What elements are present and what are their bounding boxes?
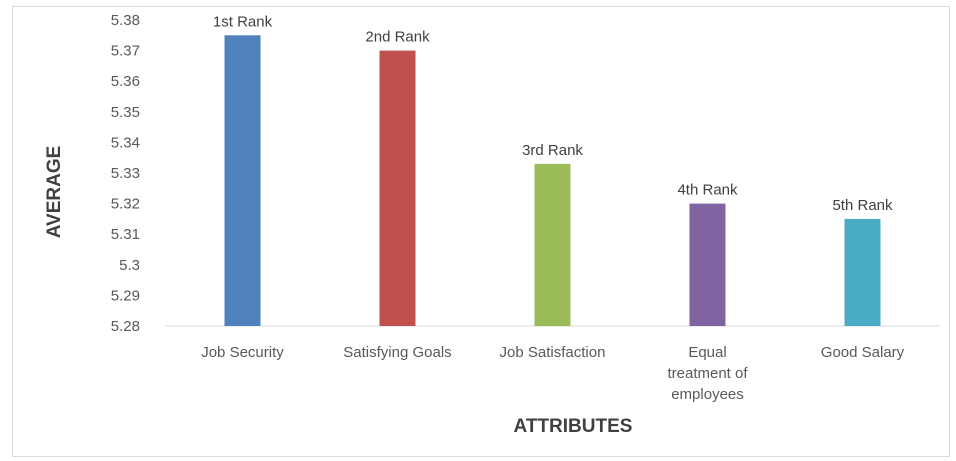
bar <box>379 50 416 326</box>
data-labels: 1st Rank 2nd Rank 3rd Rank 4th Rank 5th Rank <box>213 13 893 214</box>
x-tick-label: Equal <box>688 344 726 361</box>
data-label: 1st Rank <box>213 13 273 30</box>
y-tick-label: 5.36 <box>111 73 140 90</box>
x-tick-label: Satisfying Goals <box>343 344 451 361</box>
y-tick-label: 5.32 <box>111 196 140 213</box>
x-tick-label: treatment of <box>667 365 748 382</box>
data-label: 5th Rank <box>832 197 893 214</box>
data-label: 4th Rank <box>677 182 738 199</box>
bar <box>689 203 726 326</box>
x-tick-label: Job Satisfaction <box>500 344 606 361</box>
y-tick-label: 5.37 <box>111 43 140 60</box>
y-tick-label: 5.38 <box>111 12 140 29</box>
x-axis-categories: Job Security Satisfying Goals Job Satisfac… <box>201 344 904 403</box>
bar <box>534 163 571 326</box>
y-tick-label: 5.31 <box>111 226 140 243</box>
data-label: 3rd Rank <box>522 142 583 159</box>
y-tick-label: 5.29 <box>111 287 140 304</box>
y-tick-label: 5.28 <box>111 318 140 335</box>
chart-frame <box>12 6 950 457</box>
x-tick-label: Job Security <box>201 344 284 361</box>
y-tick-label: 5.34 <box>111 134 140 151</box>
bar <box>224 35 261 327</box>
x-tick-label: Good Salary <box>821 344 905 361</box>
y-tick-label: 5.35 <box>111 104 140 121</box>
bar <box>844 218 881 326</box>
data-label: 2nd Rank <box>365 29 430 46</box>
x-tick-label: employees <box>671 386 744 403</box>
bars <box>224 35 881 327</box>
y-tick-label: 5.3 <box>119 257 140 274</box>
x-axis-title: ATTRIBUTES <box>514 416 633 437</box>
y-axis-ticks: 5.28 5.29 5.3 5.31 5.32 5.33 5.34 5.35 5.36 5.37 5… <box>111 12 140 335</box>
y-axis-title: AVERAGE <box>44 146 65 239</box>
y-tick-label: 5.33 <box>111 165 140 182</box>
